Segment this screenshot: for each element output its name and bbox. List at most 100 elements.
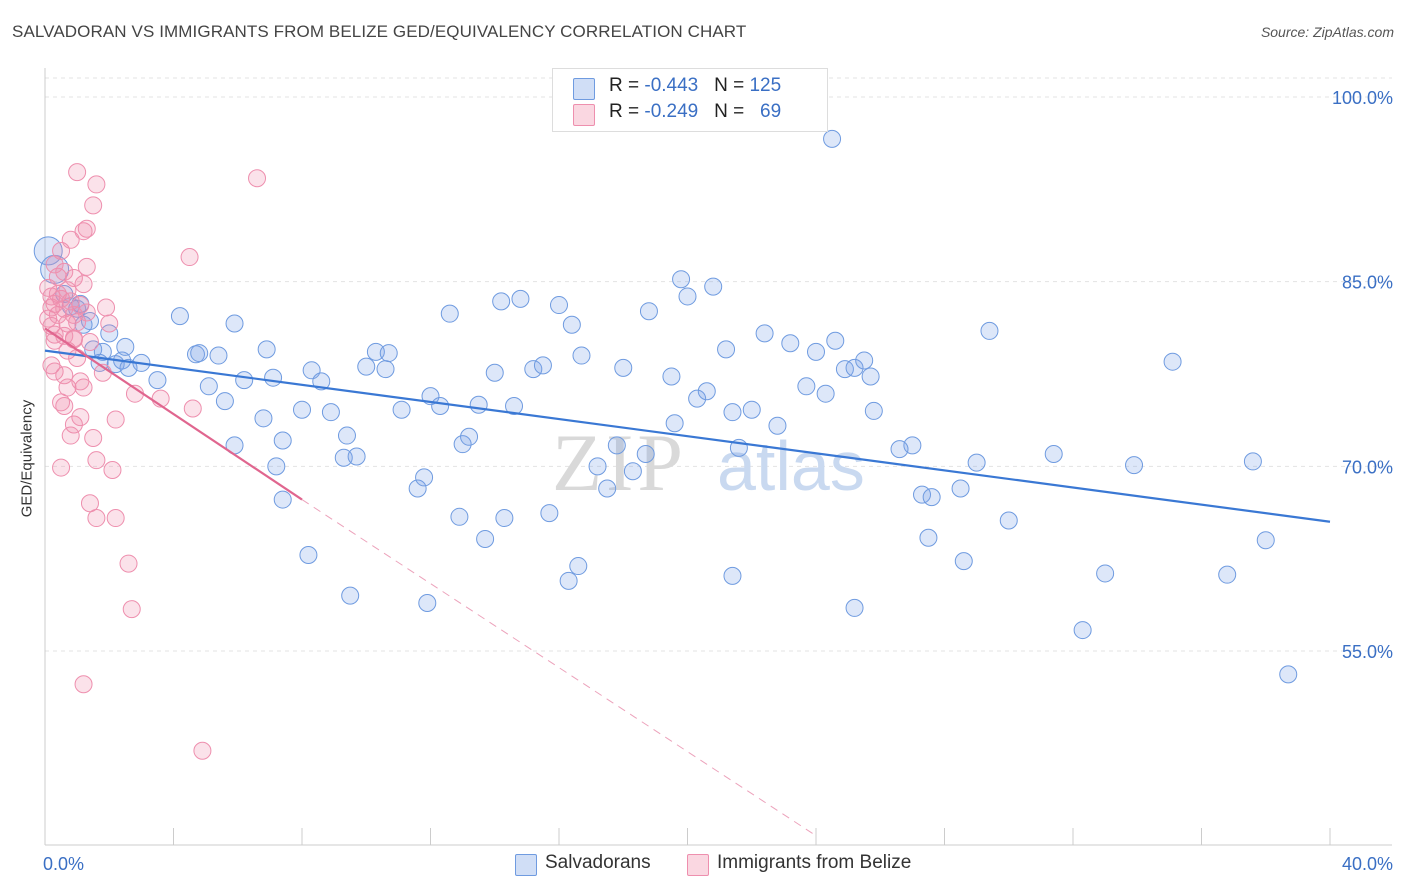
salvadoran-point xyxy=(636,445,655,464)
salvadoran-point xyxy=(1243,452,1262,471)
belize-point xyxy=(193,741,212,760)
salvadoran-point xyxy=(1044,445,1063,464)
salvadoran-point xyxy=(569,557,588,576)
salvadoran-point xyxy=(215,392,234,411)
salvadoran-point xyxy=(347,447,366,466)
salvadoran-point xyxy=(614,358,633,377)
watermark-zip: ZIP xyxy=(552,417,687,508)
belize-point xyxy=(71,408,90,427)
salvadoran-point xyxy=(688,389,707,408)
belize-trend-extension xyxy=(301,499,817,837)
salvadoran-point xyxy=(533,356,552,375)
correlation-legend: R = -0.443 N = 125 R = -0.249 N = 69 xyxy=(552,68,828,132)
salvadoran-point xyxy=(209,346,228,365)
salvadoran-point xyxy=(116,337,135,356)
salvadoran-point xyxy=(797,377,816,396)
bottom-swatch-pink xyxy=(687,854,709,876)
salvadoran-point xyxy=(505,397,524,416)
salvadoran-point xyxy=(1125,456,1144,475)
salvadoran-point xyxy=(678,287,697,306)
salvadoran-point xyxy=(951,479,970,498)
belize-point xyxy=(87,175,106,194)
salvadoran-point xyxy=(639,302,658,321)
salvadoran-point xyxy=(922,488,941,507)
legend-stats-1: R = -0.443 N = 125 xyxy=(609,75,781,97)
salvadoran-point xyxy=(1218,565,1237,584)
salvadoran-point xyxy=(919,528,938,547)
salvadoran-point xyxy=(485,363,504,382)
salvadoran-point xyxy=(100,324,119,343)
belize-point xyxy=(80,332,99,351)
salvadoran-point xyxy=(665,414,684,433)
salvadoran-point xyxy=(723,566,742,585)
belize-point xyxy=(68,163,87,182)
salvadoran-point xyxy=(476,529,495,548)
salvadoran-point xyxy=(781,334,800,353)
salvadoran-point xyxy=(861,367,880,386)
salvadoran-point xyxy=(697,382,716,401)
salvadoran-point xyxy=(999,511,1018,530)
salvadoran-point xyxy=(312,372,331,391)
legend-r-value: -0.249 xyxy=(644,101,699,122)
belize-point xyxy=(64,415,83,434)
salvadoran-point xyxy=(453,435,472,454)
salvadoran-point xyxy=(845,358,864,377)
bottom-legend-label-1: Salvadorans xyxy=(545,852,651,873)
salvadoran-point xyxy=(855,351,874,370)
legend-r-label: R = xyxy=(609,75,645,96)
y-tick-label: 55.0% xyxy=(1342,642,1393,662)
salvadoran-point xyxy=(190,344,209,363)
salvadoran-point xyxy=(254,409,273,428)
salvadoran-point xyxy=(273,490,292,509)
salvadoran-point xyxy=(341,586,360,605)
salvadoran-point xyxy=(717,340,736,359)
salvadoran-point xyxy=(511,289,530,308)
salvadoran-point xyxy=(33,236,63,266)
watermark-atlas: atlas xyxy=(717,427,865,505)
salvadoran-point xyxy=(293,400,311,419)
belize-point xyxy=(106,509,125,528)
belize-trend-line xyxy=(44,327,303,501)
bottom-legend-label-2: Immigrants from Belize xyxy=(717,852,912,873)
salvadoran-point xyxy=(823,129,842,148)
salvadoran-point xyxy=(431,397,450,416)
salvadoran-point xyxy=(572,346,591,365)
belize-point xyxy=(183,399,202,418)
salvadoran-point xyxy=(492,292,511,311)
belize-point xyxy=(106,410,125,429)
belize-point xyxy=(45,362,64,381)
salvadoran-point xyxy=(662,367,681,386)
salvadoran-point xyxy=(755,324,774,343)
belize-point xyxy=(42,298,61,317)
belize-point xyxy=(74,675,93,694)
belize-point xyxy=(84,196,103,215)
salvadoran-point xyxy=(967,453,986,472)
salvadoran-point xyxy=(408,479,427,498)
salvadoran-point xyxy=(607,436,626,455)
salvadoran-point xyxy=(807,342,825,361)
salvadoran-point xyxy=(495,509,514,528)
belize-point xyxy=(122,600,141,619)
salvadoran-point xyxy=(273,431,292,450)
belize-point xyxy=(61,426,80,445)
salvadoran-point xyxy=(954,552,973,571)
legend-n-label: N = xyxy=(714,101,750,122)
x-tick-label: 0.0% xyxy=(43,854,84,874)
y-tick-label: 70.0% xyxy=(1342,457,1393,477)
salvadoran-point xyxy=(366,342,385,361)
belize-point xyxy=(71,372,90,391)
legend-n-label: N = xyxy=(714,75,750,96)
salvadoran-point xyxy=(440,304,459,323)
salvadoran-point xyxy=(864,401,883,420)
bottom-swatch-blue xyxy=(515,854,537,876)
salvadoran-point xyxy=(225,314,244,333)
belize-point xyxy=(77,303,96,322)
belize-point xyxy=(119,554,138,573)
belize-point xyxy=(74,222,93,241)
legend-r-value: -0.443 xyxy=(644,75,699,96)
salvadoran-point xyxy=(742,400,761,419)
belize-point xyxy=(58,281,77,300)
salvadoran-point xyxy=(816,384,835,403)
legend-r-label: R = xyxy=(609,101,645,122)
